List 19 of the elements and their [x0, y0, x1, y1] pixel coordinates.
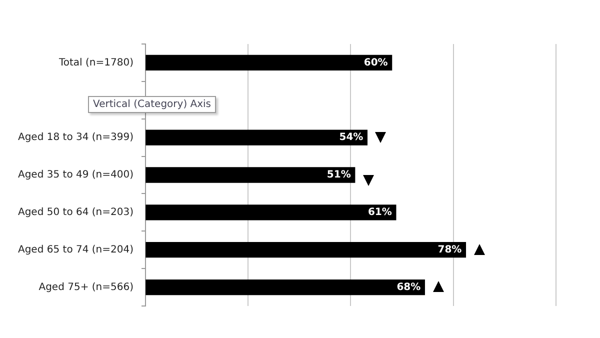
bar: [146, 279, 425, 296]
annotation: Vertical (Category) Axis: [88, 96, 216, 113]
bar: [146, 54, 392, 71]
bar: [146, 204, 396, 220]
y-tick-label: Aged 35 to 49 (n=400): [18, 170, 134, 181]
data-label: 78%: [438, 244, 462, 256]
bar: [146, 130, 368, 146]
y-tick-label: Aged 65 to 74 (n=204): [18, 244, 134, 256]
y-tick-label: Aged 18 to 34 (n=399): [18, 132, 134, 144]
bar: [146, 242, 466, 258]
data-label: 61%: [368, 207, 392, 218]
data-label: 54%: [339, 132, 364, 144]
y-tick-label: Aged 50 to 64 (n=203): [18, 207, 134, 218]
data-label: 60%: [364, 57, 388, 68]
data-label: 68%: [396, 282, 421, 293]
y-tick-label: Aged 75+ (n=566): [38, 282, 134, 293]
data-label: 51%: [326, 170, 351, 181]
bar: [146, 167, 356, 183]
y-tick-label: Total (n=1780): [58, 57, 134, 68]
